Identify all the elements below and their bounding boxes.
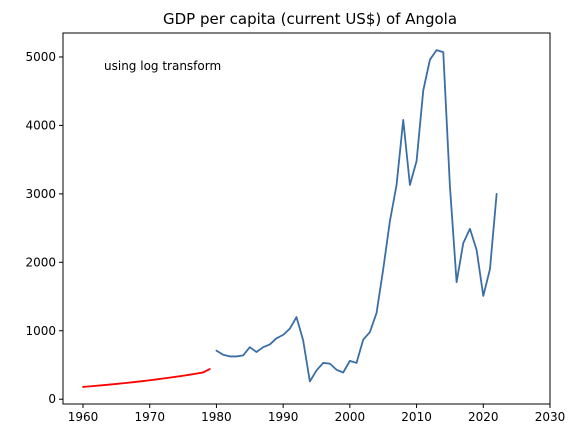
x-tick-label: 1960	[68, 410, 99, 424]
y-tick-label: 4000	[25, 118, 56, 132]
y-tick-label: 3000	[25, 187, 56, 201]
chart-title: GDP per capita (current US$) of Angola	[163, 10, 457, 28]
x-tick-label: 2010	[401, 410, 432, 424]
series-line-reported	[215, 49, 498, 383]
y-tick-label: 2000	[25, 255, 56, 269]
x-tick-label: 2030	[535, 410, 566, 424]
x-tick-label: 1980	[201, 410, 232, 424]
series-line-estimated	[82, 368, 211, 388]
x-tick-label: 1970	[134, 410, 165, 424]
y-tick-label: 5000	[25, 50, 56, 64]
x-tick-label: 1990	[268, 410, 299, 424]
x-tick-label: 2000	[335, 410, 366, 424]
chart-annotation: using log transform	[104, 59, 221, 73]
plot-frame	[62, 32, 551, 405]
y-tick-label: 0	[48, 392, 56, 406]
y-tick-label: 1000	[25, 324, 56, 338]
x-tick-label: 2020	[468, 410, 499, 424]
